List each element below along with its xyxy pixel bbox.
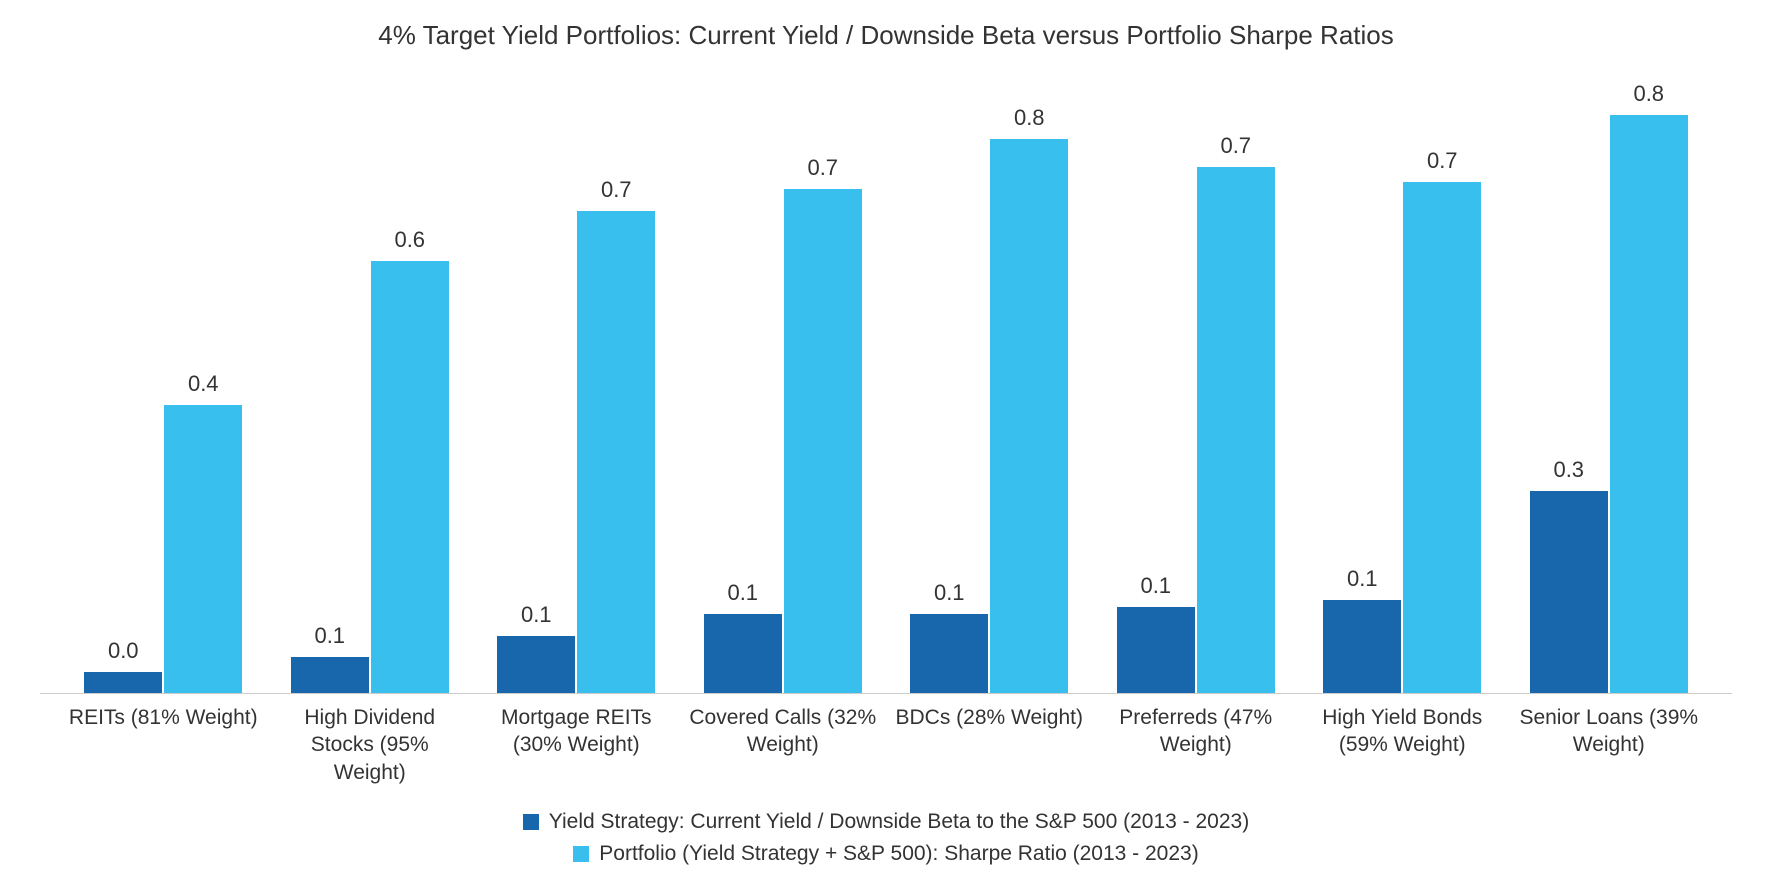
bar-series2	[1610, 115, 1688, 693]
category-group: 0.1 0.7	[680, 81, 887, 693]
legend: Yield Strategy: Current Yield / Downside…	[40, 810, 1732, 866]
x-axis-label: High Dividend Stocks (95% Weight)	[267, 704, 474, 786]
bar-value-label: 0.7	[807, 155, 838, 181]
bar-value-label: 0.7	[601, 177, 632, 203]
bar-wrapper-series2: 0.8	[1610, 81, 1688, 693]
x-axis-label: Covered Calls (32% Weight)	[680, 704, 887, 786]
category-group: 0.1 0.7	[1093, 81, 1300, 693]
bar-series2	[371, 261, 449, 693]
bar-series1	[291, 657, 369, 693]
category-group: 0.3 0.8	[1506, 81, 1713, 693]
bar-series1	[704, 614, 782, 693]
bar-value-label: 0.8	[1014, 105, 1045, 131]
category-group: 0.1 0.7	[473, 81, 680, 693]
bar-wrapper-series1: 0.1	[497, 81, 575, 693]
category-group: 0.0 0.4	[60, 81, 267, 693]
bar-value-label: 0.8	[1633, 81, 1664, 107]
bar-wrapper-series1: 0.1	[1117, 81, 1195, 693]
category-group: 0.1 0.6	[267, 81, 474, 693]
legend-label-series2: Portfolio (Yield Strategy + S&P 500): Sh…	[599, 842, 1198, 866]
bar-wrapper-series2: 0.8	[990, 81, 1068, 693]
bar-wrapper-series1: 0.1	[704, 81, 782, 693]
legend-swatch-series2	[573, 846, 589, 862]
legend-item-series1: Yield Strategy: Current Yield / Downside…	[523, 810, 1249, 834]
bar-wrapper-series2: 0.7	[1197, 81, 1275, 693]
bar-series1	[497, 636, 575, 694]
bar-value-label: 0.1	[1140, 573, 1171, 599]
legend-item-series2: Portfolio (Yield Strategy + S&P 500): Sh…	[573, 842, 1198, 866]
x-axis-label: Mortgage REITs (30% Weight)	[473, 704, 680, 786]
legend-label-series1: Yield Strategy: Current Yield / Downside…	[549, 810, 1249, 834]
bar-series2	[990, 139, 1068, 693]
bar-series1	[84, 672, 162, 694]
bar-wrapper-series2: 0.6	[371, 81, 449, 693]
bar-wrapper-series2: 0.4	[164, 81, 242, 693]
bar-value-label: 0.7	[1427, 148, 1458, 174]
chart-title: 4% Target Yield Portfolios: Current Yiel…	[40, 20, 1732, 51]
bar-wrapper-series1: 0.1	[910, 81, 988, 693]
x-axis-label: High Yield Bonds (59% Weight)	[1299, 704, 1506, 786]
bar-value-label: 0.1	[1347, 566, 1378, 592]
bar-series1	[1117, 607, 1195, 693]
bar-wrapper-series1: 0.1	[291, 81, 369, 693]
legend-swatch-series1	[523, 814, 539, 830]
bar-wrapper-series1: 0.1	[1323, 81, 1401, 693]
bar-wrapper-series2: 0.7	[577, 81, 655, 693]
bar-series2	[784, 189, 862, 693]
x-axis-label: Preferreds (47% Weight)	[1093, 704, 1300, 786]
bar-wrapper-series1: 0.3	[1530, 81, 1608, 693]
category-group: 0.1 0.8	[886, 81, 1093, 693]
chart-area: 0.00.40.10.60.10.70.10.70.10.80.10.70.10…	[40, 81, 1732, 866]
bar-value-label: 0.1	[521, 602, 552, 628]
bar-series2	[164, 405, 242, 693]
bar-value-label: 0.0	[108, 638, 139, 664]
plot-area: 0.00.40.10.60.10.70.10.70.10.80.10.70.10…	[40, 81, 1732, 694]
x-axis-label: Senior Loans (39% Weight)	[1506, 704, 1713, 786]
bar-series1	[1530, 491, 1608, 693]
category-group: 0.1 0.7	[1299, 81, 1506, 693]
bar-value-label: 0.1	[727, 580, 758, 606]
bar-value-label: 0.4	[188, 371, 219, 397]
bar-value-label: 0.6	[394, 227, 425, 253]
bar-wrapper-series1: 0.0	[84, 81, 162, 693]
x-axis-label: REITs (81% Weight)	[60, 704, 267, 786]
bar-value-label: 0.1	[934, 580, 965, 606]
x-axis-labels: REITs (81% Weight)High Dividend Stocks (…	[40, 694, 1732, 786]
bar-series1	[1323, 600, 1401, 694]
bar-wrapper-series2: 0.7	[784, 81, 862, 693]
x-axis-label: BDCs (28% Weight)	[886, 704, 1093, 786]
bar-series2	[577, 211, 655, 693]
bar-value-label: 0.7	[1220, 133, 1251, 159]
bar-series2	[1403, 182, 1481, 693]
bar-value-label: 0.1	[314, 623, 345, 649]
bar-series1	[910, 614, 988, 693]
bar-wrapper-series2: 0.7	[1403, 81, 1481, 693]
bar-value-label: 0.3	[1553, 457, 1584, 483]
bar-series2	[1197, 167, 1275, 693]
